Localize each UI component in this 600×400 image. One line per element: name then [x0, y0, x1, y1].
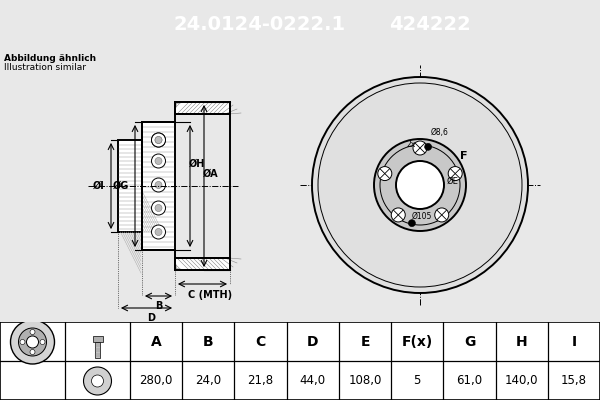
- Circle shape: [155, 158, 162, 164]
- Text: 424222: 424222: [389, 16, 471, 34]
- Circle shape: [413, 141, 427, 155]
- Circle shape: [151, 178, 166, 192]
- Text: ØE: ØE: [447, 176, 459, 186]
- Circle shape: [435, 208, 449, 222]
- Text: F(x): F(x): [401, 334, 433, 348]
- Circle shape: [378, 166, 392, 180]
- Circle shape: [151, 133, 166, 147]
- Circle shape: [448, 166, 462, 180]
- Circle shape: [155, 204, 162, 212]
- Circle shape: [11, 320, 55, 364]
- Text: D: D: [307, 334, 319, 348]
- Text: 280,0: 280,0: [139, 374, 173, 387]
- Bar: [175, 258, 230, 270]
- Text: A: A: [151, 334, 161, 348]
- Circle shape: [155, 228, 162, 236]
- Circle shape: [425, 143, 431, 150]
- Circle shape: [155, 136, 162, 144]
- Circle shape: [312, 77, 528, 293]
- Bar: [92, 336, 103, 342]
- Text: C (MTH): C (MTH): [188, 290, 233, 300]
- Text: 24.0124-0222.1: 24.0124-0222.1: [174, 16, 346, 34]
- Circle shape: [83, 367, 112, 395]
- Text: H: H: [516, 334, 527, 348]
- Bar: [142, 122, 175, 250]
- Text: 15,8: 15,8: [561, 374, 587, 387]
- Circle shape: [151, 133, 166, 147]
- Circle shape: [19, 328, 47, 356]
- Circle shape: [151, 154, 166, 168]
- Text: C: C: [256, 334, 266, 348]
- Text: B: B: [203, 334, 214, 348]
- Circle shape: [155, 136, 162, 144]
- Circle shape: [155, 182, 162, 188]
- Text: ØA: ØA: [203, 169, 219, 179]
- Text: G: G: [464, 334, 475, 348]
- Circle shape: [30, 350, 35, 354]
- Circle shape: [40, 340, 45, 344]
- Circle shape: [396, 161, 444, 209]
- Bar: [175, 102, 230, 114]
- Text: 2x: 2x: [407, 140, 416, 149]
- Text: ØI: ØI: [93, 181, 105, 191]
- Text: ØG: ØG: [113, 181, 129, 191]
- Circle shape: [391, 208, 405, 222]
- Bar: [95, 342, 100, 358]
- Circle shape: [318, 83, 522, 287]
- Circle shape: [151, 225, 166, 239]
- Bar: [118, 140, 142, 232]
- Circle shape: [374, 139, 466, 231]
- Text: 61,0: 61,0: [457, 374, 482, 387]
- Text: 44,0: 44,0: [300, 374, 326, 387]
- Text: Ø105: Ø105: [412, 212, 432, 220]
- Circle shape: [409, 220, 415, 227]
- Text: D: D: [148, 313, 155, 323]
- Circle shape: [26, 336, 38, 348]
- Text: 21,8: 21,8: [247, 374, 274, 387]
- Text: 140,0: 140,0: [505, 374, 538, 387]
- Text: E: E: [360, 334, 370, 348]
- Text: 5: 5: [413, 374, 421, 387]
- Circle shape: [91, 375, 104, 387]
- Circle shape: [20, 340, 25, 344]
- Text: F: F: [460, 151, 467, 161]
- Text: Illustration similar: Illustration similar: [4, 63, 86, 72]
- Text: B: B: [155, 301, 162, 311]
- Text: Ø8,6: Ø8,6: [431, 128, 449, 137]
- Circle shape: [30, 330, 35, 334]
- Text: 24,0: 24,0: [195, 374, 221, 387]
- Text: ØH: ØH: [189, 159, 205, 169]
- Text: I: I: [571, 334, 577, 348]
- Text: Abbildung ähnlich: Abbildung ähnlich: [4, 54, 96, 63]
- Circle shape: [151, 201, 166, 215]
- Text: 108,0: 108,0: [349, 374, 382, 387]
